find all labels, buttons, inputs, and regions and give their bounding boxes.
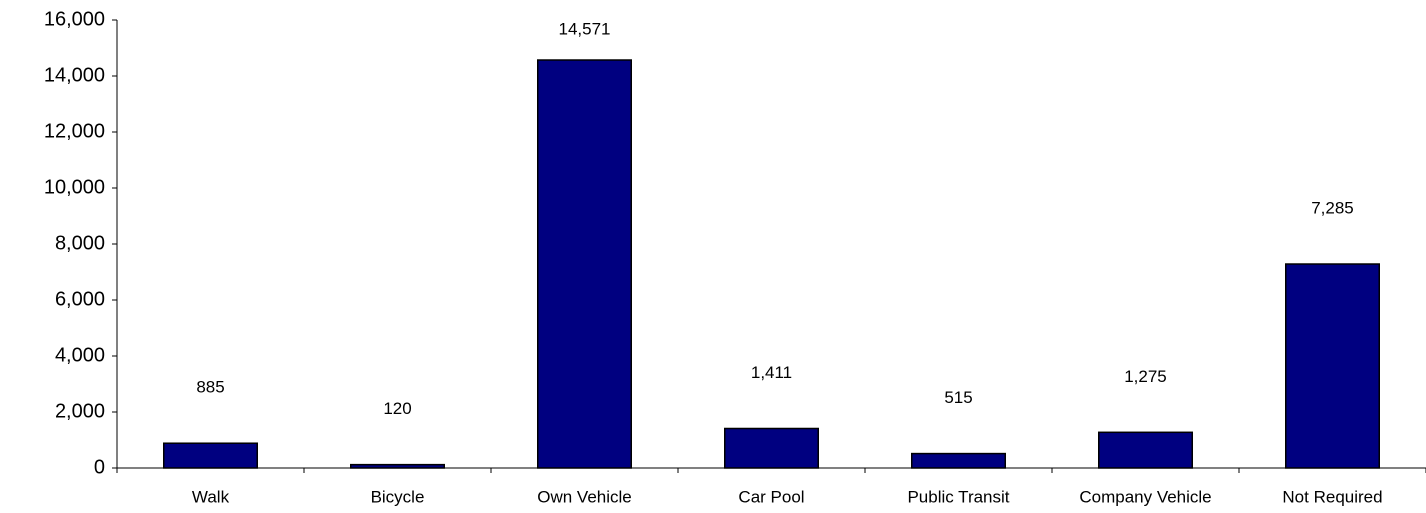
y-tick-label: 12,000: [44, 120, 105, 142]
value-label: 7,285: [1311, 199, 1354, 218]
y-tick-label: 2,000: [55, 400, 105, 422]
bar: [163, 442, 258, 469]
x-tick-label: Public Transit: [907, 487, 1009, 506]
y-tick-label: 6,000: [55, 288, 105, 310]
x-tick-label: Not Required: [1282, 487, 1382, 506]
bar: [911, 452, 1006, 469]
bar: [724, 427, 819, 469]
value-label: 14,571: [559, 19, 611, 38]
bar: [350, 463, 445, 469]
bar: [1098, 431, 1193, 469]
y-tick-label: 8,000: [55, 232, 105, 254]
value-label: 120: [383, 399, 411, 418]
x-tick-label: Car Pool: [738, 487, 804, 506]
x-tick-label: Own Vehicle: [537, 487, 632, 506]
x-tick-label: Walk: [192, 487, 230, 506]
y-tick-label: 10,000: [44, 176, 105, 198]
y-tick-label: 16,000: [44, 8, 105, 30]
value-label: 885: [196, 378, 224, 397]
y-tick-label: 0: [94, 456, 105, 478]
bar: [537, 59, 632, 469]
x-tick-label: Bicycle: [371, 487, 425, 506]
y-tick-label: 14,000: [44, 64, 105, 86]
value-label: 1,275: [1124, 367, 1167, 386]
bar: [1285, 263, 1380, 469]
x-tick-label: Company Vehicle: [1079, 487, 1211, 506]
value-label: 515: [944, 388, 972, 407]
y-tick-label: 4,000: [55, 344, 105, 366]
value-label: 1,411: [751, 363, 792, 382]
